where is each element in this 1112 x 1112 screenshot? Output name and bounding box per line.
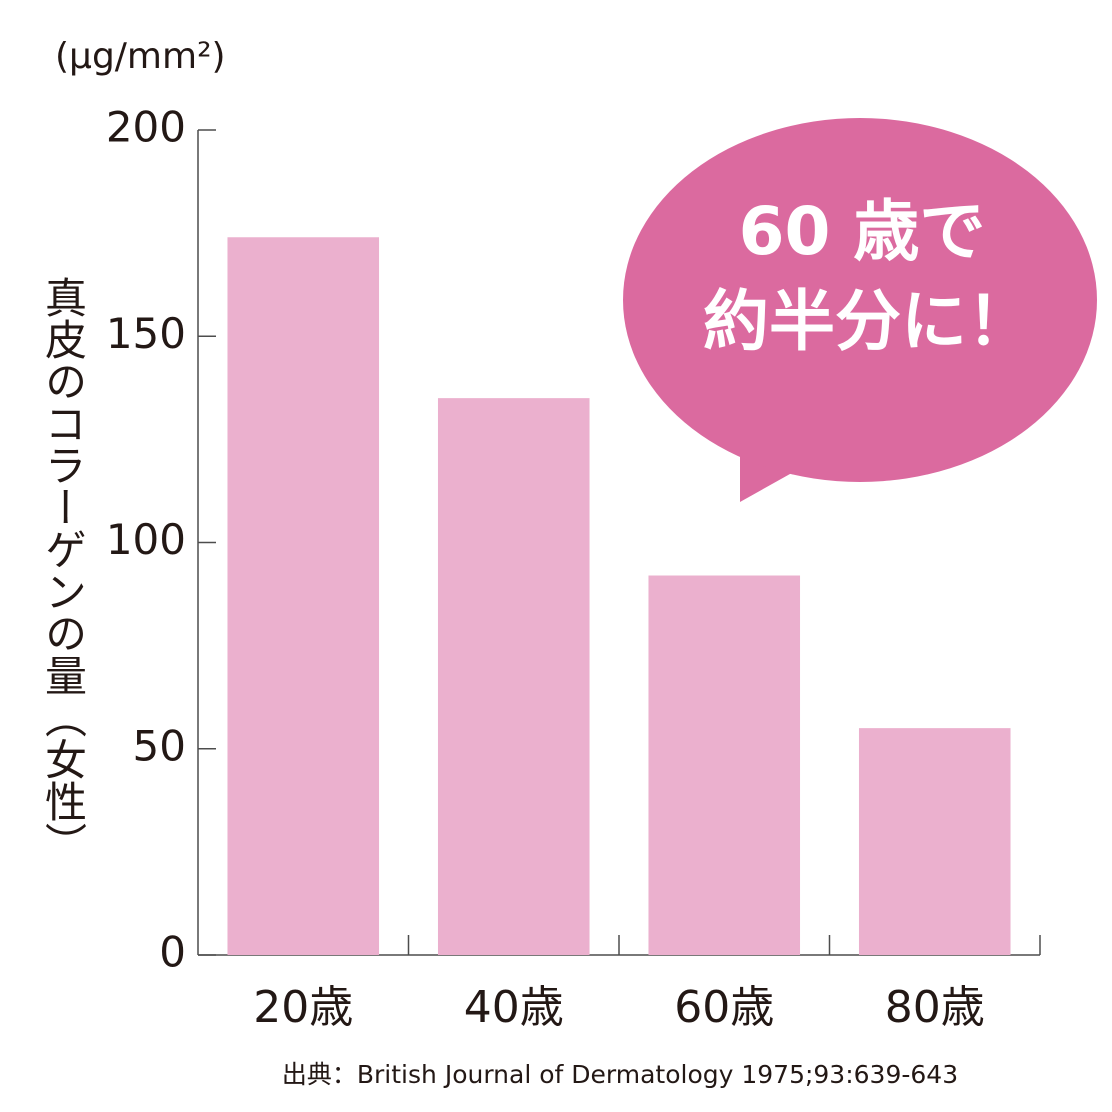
x-tick-label: 80歳 — [885, 982, 985, 1033]
annotation: 約半分に！ — [703, 283, 1033, 360]
annotation: 60 歳で — [739, 193, 986, 270]
y-axis-label: 真皮のコラーゲンの量（女性） — [39, 276, 88, 864]
x-tick-label: 40歳 — [464, 982, 564, 1033]
y-tick-label: 100 — [106, 515, 186, 564]
bar — [227, 237, 380, 955]
y-tick-label: 0 — [159, 928, 186, 977]
bar — [437, 398, 590, 955]
y-tick-label: 50 — [133, 721, 186, 770]
x-tick-label: 60歳 — [674, 982, 774, 1033]
bubble — [623, 118, 1097, 482]
bar — [648, 575, 801, 955]
y-tick-label: 200 — [106, 103, 186, 152]
unit-label: (μg/mm²) — [55, 36, 226, 77]
source: 出典：British Journal of Dermatology 1975;9… — [282, 1060, 958, 1089]
y-tick-label: 150 — [106, 309, 186, 358]
x-tick-label: 20歳 — [253, 982, 353, 1033]
speech-bubble: 60 歳で 約半分に！ — [623, 118, 1097, 502]
bar — [858, 728, 1011, 955]
